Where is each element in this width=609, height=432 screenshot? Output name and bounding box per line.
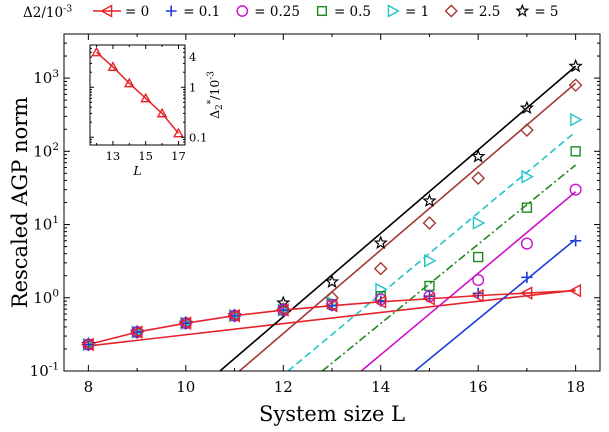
- inset-point-3: [140, 92, 152, 103]
- x-tick-label: 14: [371, 378, 390, 396]
- inset-plot: 13 15 17 L 0.1 1 4 Δ2*/10-3: [89, 44, 225, 178]
- point-series-2-10: [569, 183, 582, 196]
- legend-marker: [316, 5, 327, 17]
- legend-entry-5: = 2.5: [444, 4, 500, 20]
- y-tick-label: 101: [33, 214, 59, 233]
- y-axis-label: Rescaled AGP norm: [8, 97, 32, 309]
- legend-title: Δ2/10-3: [23, 3, 72, 21]
- point-series-6-8: [470, 148, 486, 163]
- point-series-0-4: [276, 303, 289, 317]
- y-tick-label: 102: [33, 141, 59, 160]
- legend-marker: [236, 5, 249, 17]
- inset-frame: [89, 44, 186, 146]
- point-series-0-7: [422, 291, 435, 306]
- point-series-1-9: [521, 271, 533, 283]
- inset-point-2: [123, 77, 135, 88]
- x-tick-label: 18: [566, 378, 585, 396]
- point-series-0-5: [324, 298, 338, 313]
- point-series-6-7: [422, 193, 437, 208]
- inset-y-label: Δ2*/10-3: [207, 71, 225, 119]
- point-series-0-6: [373, 295, 387, 309]
- point-series-6-10: [568, 58, 583, 73]
- legend-label: = 1: [405, 4, 429, 20]
- point-series-5-7: [422, 216, 437, 230]
- point-series-3-9: [521, 202, 533, 213]
- y-tick-label: 103: [33, 68, 59, 87]
- point-series-0-10: [568, 283, 582, 298]
- fit-line-series-4: [287, 131, 577, 371]
- legend-marker: [165, 5, 177, 17]
- point-series-2-9: [520, 237, 533, 250]
- point-series-6-6: [373, 235, 388, 250]
- x-tick-label: 8: [84, 378, 94, 396]
- point-series-3-10: [570, 146, 581, 157]
- point-series-6-9: [519, 100, 535, 115]
- point-series-5-9: [520, 123, 534, 137]
- point-series-5-8: [471, 171, 486, 186]
- x-axis-label: System size L: [259, 402, 405, 426]
- legend-label: = 0.25: [254, 4, 300, 20]
- x-tick-label: 10: [176, 378, 195, 396]
- legend-label: = 0.5: [334, 4, 371, 20]
- point-series-4-10: [570, 112, 583, 127]
- y-axis: 10-1 100 101 102 103: [30, 33, 600, 380]
- fit-line-series-0: [88, 289, 576, 347]
- legend-entry-1: = 0.1: [165, 4, 220, 20]
- point-series-4-9: [521, 169, 534, 184]
- point-series-0-2: [178, 316, 192, 330]
- inset-y-tick-label: 1: [189, 80, 196, 94]
- legend-label: = 5: [534, 4, 558, 20]
- inset-point-0: [91, 46, 102, 57]
- legend-label: = 0.1: [183, 4, 220, 20]
- point-series-0-1: [130, 325, 143, 339]
- inset-y-tick-label: 0.1: [189, 130, 207, 144]
- point-series-0-9: [519, 286, 533, 300]
- point-series-4-8: [472, 216, 486, 230]
- point-series-6-5: [324, 274, 340, 288]
- inset-point-4: [156, 107, 168, 118]
- inset-x-label: L: [132, 163, 141, 178]
- point-series-0-8: [471, 288, 484, 303]
- inset-x-tick-label: 13: [106, 149, 121, 163]
- point-series-5-10: [568, 78, 583, 93]
- x-tick-label: 12: [274, 378, 293, 396]
- data-points: [81, 58, 583, 352]
- legend-entry-6: = 5: [515, 3, 559, 20]
- fit-line-series-3: [321, 164, 577, 371]
- point-series-0-3: [227, 308, 241, 323]
- y-tick-label: 10-1: [30, 361, 59, 380]
- inset-point-1: [107, 61, 119, 71]
- legend-marker: [387, 4, 400, 18]
- legend-entry-3: = 0.5: [316, 4, 371, 20]
- legend-marker: [100, 4, 113, 18]
- y-tick-label: 100: [33, 287, 59, 306]
- fit-lines: [88, 65, 577, 371]
- x-axis: 8 10 12 14 16 18: [84, 34, 585, 396]
- inset-x-tick-label: 17: [171, 149, 186, 163]
- x-tick-label: 16: [469, 378, 488, 396]
- legend-entry-0: = 0: [93, 4, 149, 20]
- legend-entry-4: = 1: [387, 4, 429, 20]
- inset-point-5: [173, 127, 184, 138]
- legend: Δ2/10-3 = 0 = 0.1 = 0.25 = 0.5 = 1 = 2.5 = 5: [23, 3, 559, 21]
- inset-y-tick-label: 4: [189, 50, 196, 64]
- point-series-2-8: [472, 273, 485, 286]
- fit-line-series-1: [414, 238, 577, 371]
- fit-line-series-6: [219, 65, 577, 371]
- point-series-0-0: [81, 337, 94, 352]
- legend-marker: [515, 3, 530, 17]
- inset-x-tick-label: 15: [138, 149, 153, 163]
- point-series-4-7: [423, 254, 437, 268]
- fit-line-series-5: [238, 82, 577, 371]
- fit-line-series-2: [360, 191, 577, 371]
- legend-label: = 2.5: [463, 4, 500, 20]
- legend-label: = 0: [125, 4, 149, 20]
- point-series-1-10: [570, 235, 582, 247]
- legend-entry-2: = 0.25: [236, 4, 300, 20]
- point-series-3-8: [473, 251, 484, 263]
- legend-marker: [444, 4, 458, 18]
- point-series-5-6: [373, 261, 388, 276]
